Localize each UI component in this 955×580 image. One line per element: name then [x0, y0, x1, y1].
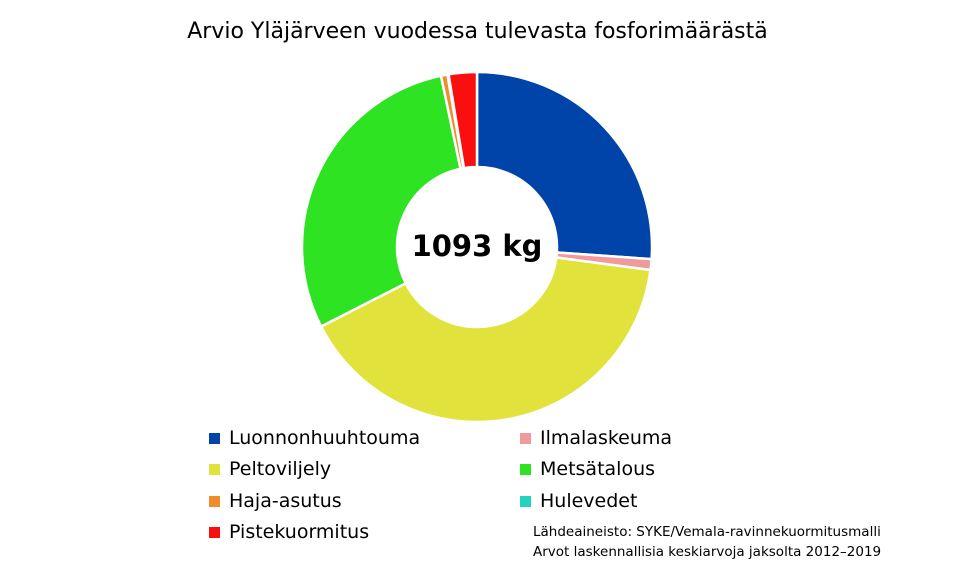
- source-note: Lähdeaineisto: SYKE/Vemala-ravinnekuormi…: [533, 522, 881, 562]
- legend-swatch: [520, 495, 531, 507]
- donut-slice-peltoviljely: [319, 256, 652, 424]
- legend-label: Peltoviljely: [229, 458, 332, 480]
- legend-label: Haja-asutus: [229, 490, 342, 512]
- donut-slice-mets-talous: [300, 74, 462, 328]
- legend-swatch: [520, 432, 531, 444]
- source-line-1: Lähdeaineisto: SYKE/Vemala-ravinnekuormi…: [533, 524, 881, 540]
- legend-swatch: [209, 526, 220, 538]
- total-amount-label: 1093 kg: [411, 229, 543, 263]
- legend-item: Ilmalaskeuma: [520, 424, 672, 452]
- legend-item: Luonnonhuuhtouma: [209, 424, 420, 452]
- legend-item: Pistekuormitus: [209, 518, 369, 546]
- legend-item: Hulevedet: [520, 487, 637, 515]
- legend-item: Peltoviljely: [209, 455, 331, 483]
- legend-swatch: [209, 495, 220, 507]
- legend-swatch: [209, 463, 220, 475]
- legend-label: Pistekuormitus: [229, 521, 370, 543]
- legend-label: Ilmalaskeuma: [540, 427, 673, 449]
- legend-label: Metsätalous: [540, 458, 656, 480]
- donut-slice-luonnonhuuhtouma: [475, 70, 654, 261]
- legend-swatch: [209, 432, 220, 444]
- legend-label: Hulevedet: [540, 490, 638, 512]
- source-line-2: Arvot laskennallisia keskiarvoja jaksolt…: [533, 544, 882, 560]
- legend-label: Luonnonhuuhtouma: [229, 427, 421, 449]
- legend-swatch: [520, 463, 531, 475]
- chart-title: Arvio Yläjärveen vuodessa tulevasta fosf…: [187, 19, 768, 44]
- donut-slice-pistekuormitus: [447, 70, 479, 170]
- legend-item: Haja-asutus: [209, 487, 342, 515]
- legend-item: Metsätalous: [520, 455, 655, 483]
